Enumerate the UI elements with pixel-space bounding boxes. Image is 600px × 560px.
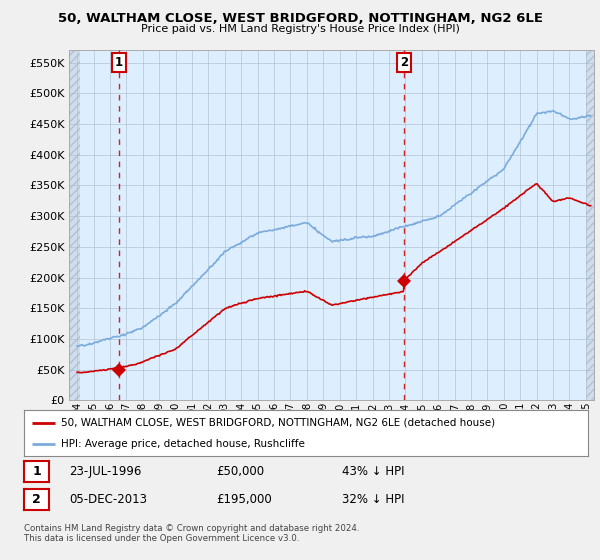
Text: 1: 1 <box>115 56 123 69</box>
Text: £195,000: £195,000 <box>216 493 272 506</box>
Text: 05-DEC-2013: 05-DEC-2013 <box>69 493 147 506</box>
Text: HPI: Average price, detached house, Rushcliffe: HPI: Average price, detached house, Rush… <box>61 439 305 449</box>
Text: 1: 1 <box>32 465 41 478</box>
Text: £50,000: £50,000 <box>216 465 264 478</box>
Bar <box>586 50 594 400</box>
Text: 50, WALTHAM CLOSE, WEST BRIDGFORD, NOTTINGHAM, NG2 6LE (detached house): 50, WALTHAM CLOSE, WEST BRIDGFORD, NOTTI… <box>61 418 495 428</box>
Text: 23-JUL-1996: 23-JUL-1996 <box>69 465 142 478</box>
Text: Contains HM Land Registry data © Crown copyright and database right 2024.
This d: Contains HM Land Registry data © Crown c… <box>24 524 359 543</box>
Text: 43% ↓ HPI: 43% ↓ HPI <box>342 465 404 478</box>
Text: 2: 2 <box>32 493 41 506</box>
Bar <box>69 50 80 400</box>
Text: 2: 2 <box>400 56 408 69</box>
Text: Price paid vs. HM Land Registry's House Price Index (HPI): Price paid vs. HM Land Registry's House … <box>140 24 460 34</box>
Text: 32% ↓ HPI: 32% ↓ HPI <box>342 493 404 506</box>
Text: 50, WALTHAM CLOSE, WEST BRIDGFORD, NOTTINGHAM, NG2 6LE: 50, WALTHAM CLOSE, WEST BRIDGFORD, NOTTI… <box>58 12 542 25</box>
